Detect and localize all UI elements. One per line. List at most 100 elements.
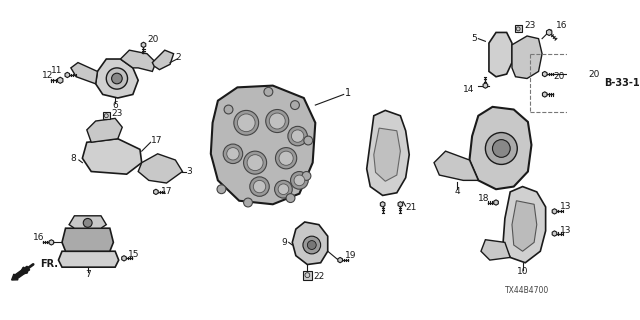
- Text: 2: 2: [175, 53, 181, 62]
- Circle shape: [291, 172, 308, 189]
- Text: 19: 19: [346, 251, 357, 260]
- Circle shape: [111, 73, 122, 84]
- Polygon shape: [512, 201, 537, 251]
- Circle shape: [291, 130, 304, 142]
- Text: 15: 15: [127, 250, 139, 259]
- Circle shape: [485, 132, 517, 164]
- Polygon shape: [138, 154, 182, 183]
- FancyArrow shape: [12, 266, 29, 280]
- Circle shape: [266, 109, 289, 132]
- Text: 9: 9: [281, 238, 287, 247]
- Text: TX44B4700: TX44B4700: [505, 286, 549, 295]
- Polygon shape: [303, 271, 312, 280]
- Polygon shape: [552, 231, 557, 236]
- Polygon shape: [49, 240, 54, 245]
- Text: 7: 7: [85, 270, 91, 279]
- Circle shape: [275, 180, 292, 198]
- Circle shape: [493, 140, 510, 157]
- Polygon shape: [338, 257, 342, 263]
- Polygon shape: [292, 222, 328, 265]
- Polygon shape: [71, 63, 97, 84]
- Circle shape: [234, 110, 259, 135]
- Text: 13: 13: [560, 203, 572, 212]
- Text: 5: 5: [471, 34, 477, 43]
- Text: 12: 12: [42, 71, 53, 80]
- Circle shape: [244, 151, 267, 174]
- Polygon shape: [95, 59, 138, 98]
- Circle shape: [253, 180, 266, 193]
- Text: 3: 3: [186, 167, 192, 176]
- Polygon shape: [154, 189, 158, 195]
- Circle shape: [237, 114, 255, 132]
- Text: 23: 23: [524, 21, 536, 30]
- Text: 16: 16: [33, 234, 44, 243]
- Text: 20: 20: [588, 69, 600, 79]
- Circle shape: [294, 175, 305, 186]
- Text: 10: 10: [517, 267, 529, 276]
- Polygon shape: [120, 50, 156, 71]
- Text: 21: 21: [406, 203, 417, 212]
- Polygon shape: [547, 29, 552, 36]
- Text: 23: 23: [111, 108, 123, 117]
- Polygon shape: [65, 72, 70, 78]
- Text: 22: 22: [314, 272, 325, 281]
- Circle shape: [227, 148, 239, 160]
- Circle shape: [304, 136, 313, 145]
- Circle shape: [275, 148, 297, 169]
- Polygon shape: [470, 107, 531, 189]
- Text: 14: 14: [463, 84, 474, 94]
- Circle shape: [83, 219, 92, 227]
- Polygon shape: [515, 25, 522, 32]
- Circle shape: [305, 273, 310, 277]
- Text: 1: 1: [346, 88, 351, 98]
- Text: 18: 18: [478, 194, 490, 203]
- Polygon shape: [374, 128, 401, 181]
- Polygon shape: [434, 151, 478, 180]
- Polygon shape: [481, 240, 510, 260]
- Circle shape: [106, 68, 127, 89]
- Text: 17: 17: [150, 136, 162, 145]
- Polygon shape: [69, 216, 106, 228]
- Polygon shape: [367, 110, 409, 196]
- Circle shape: [104, 114, 108, 118]
- Text: 13: 13: [560, 226, 572, 236]
- Polygon shape: [489, 32, 512, 77]
- Circle shape: [264, 87, 273, 96]
- Circle shape: [286, 194, 295, 203]
- Polygon shape: [543, 71, 547, 77]
- Circle shape: [302, 172, 311, 180]
- Text: 8: 8: [70, 154, 76, 163]
- Polygon shape: [103, 112, 110, 119]
- Circle shape: [217, 185, 226, 194]
- Circle shape: [278, 184, 289, 195]
- Polygon shape: [211, 85, 316, 204]
- Polygon shape: [503, 187, 546, 263]
- Text: 4: 4: [454, 187, 460, 196]
- Polygon shape: [62, 228, 113, 251]
- Polygon shape: [83, 139, 141, 174]
- Circle shape: [247, 155, 263, 171]
- Polygon shape: [493, 200, 499, 205]
- Polygon shape: [122, 256, 126, 261]
- Polygon shape: [398, 202, 403, 207]
- Circle shape: [244, 198, 252, 207]
- Circle shape: [288, 126, 307, 146]
- Circle shape: [269, 113, 285, 129]
- Text: FR.: FR.: [40, 259, 58, 268]
- Text: 6: 6: [112, 100, 118, 109]
- Text: 16: 16: [556, 21, 568, 30]
- Polygon shape: [152, 50, 173, 70]
- Circle shape: [250, 177, 269, 196]
- Polygon shape: [543, 92, 547, 97]
- Polygon shape: [87, 118, 122, 142]
- Polygon shape: [512, 36, 542, 78]
- Polygon shape: [58, 77, 63, 84]
- Text: 17: 17: [161, 188, 173, 196]
- Circle shape: [291, 101, 300, 109]
- Text: 11: 11: [51, 66, 62, 75]
- Circle shape: [303, 236, 321, 254]
- Circle shape: [279, 151, 293, 165]
- Polygon shape: [552, 209, 557, 214]
- Polygon shape: [58, 251, 118, 267]
- Text: B-33-10: B-33-10: [604, 78, 640, 88]
